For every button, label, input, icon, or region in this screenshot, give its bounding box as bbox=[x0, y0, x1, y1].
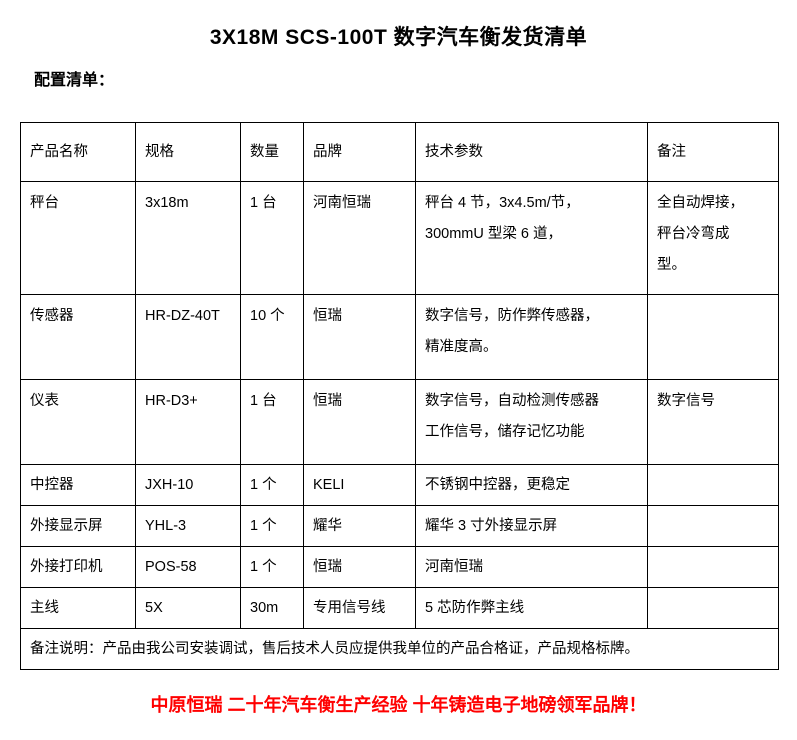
cell-remark bbox=[647, 464, 779, 506]
cell-quantity: 30m bbox=[240, 587, 304, 629]
cell-remark bbox=[647, 294, 779, 380]
cell-quantity: 1 台 bbox=[240, 181, 304, 295]
cell-brand: 河南恒瑞 bbox=[303, 181, 416, 295]
tech-line: 数字信号，自动检测传感器 bbox=[425, 393, 599, 409]
cell-spec: 3x18m bbox=[135, 181, 241, 295]
cell-quantity: 1 台 bbox=[240, 379, 304, 465]
cell-remark: 数字信号 bbox=[647, 379, 779, 465]
cell-product-name: 外接打印机 bbox=[20, 546, 136, 588]
cell-remark bbox=[647, 587, 779, 629]
column-header-tech: 技术参数 bbox=[415, 122, 648, 182]
tech-line: 工作信号，储存记忆功能 bbox=[425, 424, 585, 440]
cell-remark bbox=[647, 546, 779, 588]
table-row: 外接显示屏 YHL-3 1 个 耀华 耀华 3 寸外接显示屏 bbox=[20, 505, 779, 547]
cell-quantity: 1 个 bbox=[240, 464, 304, 506]
cell-product-name: 中控器 bbox=[20, 464, 136, 506]
column-header-brand: 品牌 bbox=[303, 122, 416, 182]
table-row: 中控器 JXH-10 1 个 KELI 不锈钢中控器，更稳定 bbox=[20, 464, 779, 506]
tech-line: 300mmU 型梁 6 道， bbox=[425, 226, 562, 242]
cell-product-name: 传感器 bbox=[20, 294, 136, 380]
cell-brand: KELI bbox=[303, 464, 416, 506]
cell-brand: 专用信号线 bbox=[303, 587, 416, 629]
footer-note: 备注说明：产品由我公司安装调试，售后技术人员应提供我单位的产品合格证，产品规格标… bbox=[20, 628, 779, 670]
cell-spec: 5X bbox=[135, 587, 241, 629]
cell-spec: HR-D3+ bbox=[135, 379, 241, 465]
column-header-spec: 规格 bbox=[135, 122, 241, 182]
table-footer-note-row: 备注说明：产品由我公司安装调试，售后技术人员应提供我单位的产品合格证，产品规格标… bbox=[20, 628, 779, 670]
specification-table: 产品名称 规格 数量 品牌 技术参数 备注 秤台 3x18m 1 台 河南恒瑞 … bbox=[20, 122, 779, 670]
column-header-qty: 数量 bbox=[240, 122, 304, 182]
cell-product-name: 主线 bbox=[20, 587, 136, 629]
cell-brand: 恒瑞 bbox=[303, 379, 416, 465]
company-slogan: 中原恒瑞 二十年汽车衡生产经验 十年铸造电子地磅领军品牌！ bbox=[150, 695, 647, 715]
cell-quantity: 10 个 bbox=[240, 294, 304, 380]
cell-tech-params: 河南恒瑞 bbox=[415, 546, 648, 588]
table-row: 秤台 3x18m 1 台 河南恒瑞 秤台 4 节，3x4.5m/节， 300mm… bbox=[20, 181, 779, 295]
cell-product-name: 外接显示屏 bbox=[20, 505, 136, 547]
table-row: 传感器 HR-DZ-40T 10 个 恒瑞 数字信号，防作弊传感器， 精准度高。 bbox=[20, 294, 779, 380]
cell-spec: POS-58 bbox=[135, 546, 241, 588]
cell-remark: 全自动焊接， 秤台冷弯成 型。 bbox=[647, 181, 779, 295]
remark-line: 秤台冷弯成 bbox=[657, 226, 730, 242]
cell-tech-params: 秤台 4 节，3x4.5m/节， 300mmU 型梁 6 道， bbox=[415, 181, 648, 295]
cell-spec: JXH-10 bbox=[135, 464, 241, 506]
table-row: 仪表 HR-D3+ 1 台 恒瑞 数字信号，自动检测传感器 工作信号，储存记忆功… bbox=[20, 379, 779, 465]
tech-line: 秤台 4 节，3x4.5m/节， bbox=[425, 195, 580, 211]
cell-brand: 耀华 bbox=[303, 505, 416, 547]
cell-tech-params: 数字信号，防作弊传感器， 精准度高。 bbox=[415, 294, 648, 380]
cell-remark bbox=[647, 505, 779, 547]
cell-quantity: 1 个 bbox=[240, 546, 304, 588]
table-row: 外接打印机 POS-58 1 个 恒瑞 河南恒瑞 bbox=[20, 546, 779, 588]
cell-tech-params: 数字信号，自动检测传感器 工作信号，储存记忆功能 bbox=[415, 379, 648, 465]
cell-brand: 恒瑞 bbox=[303, 546, 416, 588]
tech-line: 精准度高。 bbox=[425, 339, 498, 355]
tech-line: 数字信号，防作弊传感器， bbox=[425, 308, 599, 324]
remark-line: 全自动焊接， bbox=[657, 195, 744, 211]
cell-spec: YHL-3 bbox=[135, 505, 241, 547]
cell-quantity: 1 个 bbox=[240, 505, 304, 547]
column-header-remark: 备注 bbox=[647, 122, 779, 182]
section-label-config-list: 配置清单： bbox=[34, 72, 115, 89]
cell-product-name: 秤台 bbox=[20, 181, 136, 295]
remark-line: 型。 bbox=[657, 257, 686, 273]
cell-tech-params: 5 芯防作弊主线 bbox=[415, 587, 648, 629]
cell-product-name: 仪表 bbox=[20, 379, 136, 465]
page-title: 3X18M SCS-100T 数字汽车衡发货清单 bbox=[209, 26, 588, 49]
cell-spec: HR-DZ-40T bbox=[135, 294, 241, 380]
column-header-name: 产品名称 bbox=[20, 122, 136, 182]
table-header-row: 产品名称 规格 数量 品牌 技术参数 备注 bbox=[20, 122, 779, 182]
cell-tech-params: 不锈钢中控器，更稳定 bbox=[415, 464, 648, 506]
cell-tech-params: 耀华 3 寸外接显示屏 bbox=[415, 505, 648, 547]
table-row: 主线 5X 30m 专用信号线 5 芯防作弊主线 bbox=[20, 587, 779, 629]
cell-brand: 恒瑞 bbox=[303, 294, 416, 380]
